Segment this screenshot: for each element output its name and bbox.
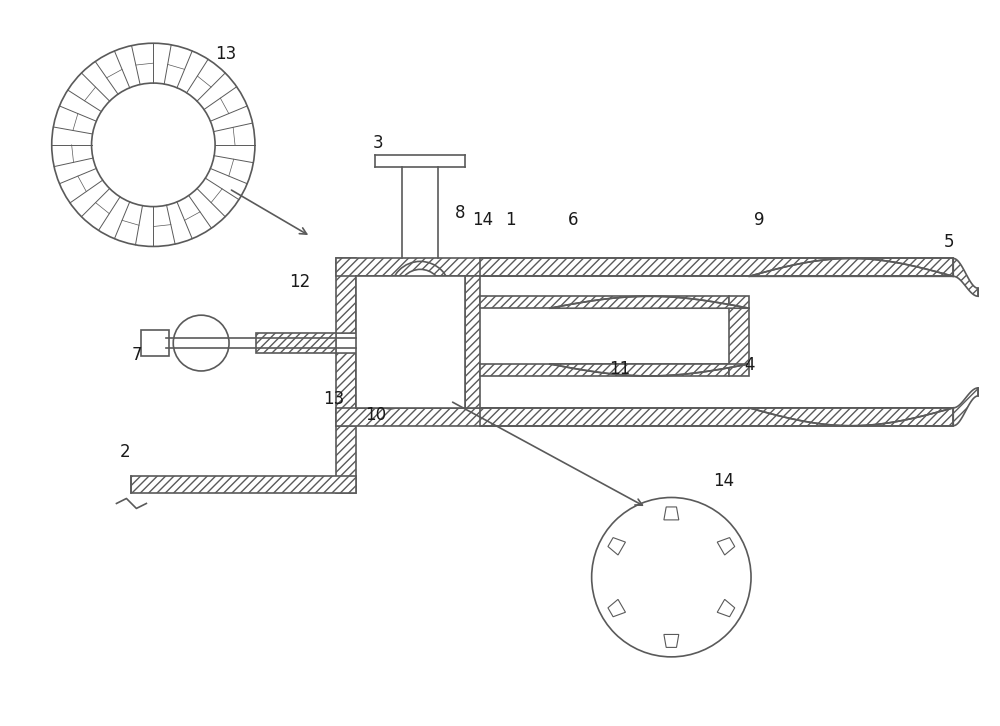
Polygon shape	[480, 258, 953, 277]
Polygon shape	[336, 408, 520, 425]
Polygon shape	[664, 507, 679, 520]
Circle shape	[92, 83, 215, 207]
Polygon shape	[953, 258, 978, 296]
Polygon shape	[256, 333, 336, 353]
Ellipse shape	[373, 355, 408, 367]
Text: 10: 10	[366, 406, 387, 424]
Polygon shape	[480, 408, 953, 425]
Circle shape	[52, 44, 255, 246]
Text: 14: 14	[472, 211, 493, 229]
Text: 2: 2	[119, 443, 130, 460]
Polygon shape	[336, 333, 410, 353]
Text: 11: 11	[610, 360, 631, 378]
Polygon shape	[749, 408, 953, 425]
Polygon shape	[480, 296, 729, 309]
Polygon shape	[608, 537, 625, 555]
Bar	[141, 330, 169, 356]
Text: 13: 13	[323, 390, 344, 408]
Bar	[356, 277, 465, 408]
Circle shape	[398, 269, 442, 313]
Circle shape	[592, 497, 751, 657]
Text: 9: 9	[754, 211, 765, 229]
Polygon shape	[717, 537, 735, 555]
Polygon shape	[480, 364, 729, 376]
Polygon shape	[336, 258, 520, 277]
Text: 5: 5	[943, 234, 954, 251]
Circle shape	[173, 315, 229, 371]
Polygon shape	[131, 476, 356, 494]
Polygon shape	[664, 635, 679, 648]
Ellipse shape	[373, 385, 408, 397]
Text: 6: 6	[568, 211, 578, 229]
Polygon shape	[550, 296, 749, 309]
Polygon shape	[729, 296, 749, 376]
Polygon shape	[336, 425, 356, 494]
Polygon shape	[749, 258, 953, 277]
Text: 7: 7	[131, 346, 142, 364]
Text: 3: 3	[372, 134, 383, 152]
Polygon shape	[550, 364, 749, 376]
Text: 4: 4	[744, 356, 755, 374]
Text: 1: 1	[505, 211, 516, 229]
Polygon shape	[336, 258, 356, 425]
Polygon shape	[953, 388, 978, 425]
Circle shape	[372, 373, 408, 409]
Text: 8: 8	[455, 203, 466, 221]
Polygon shape	[356, 371, 465, 408]
Text: 14: 14	[713, 471, 734, 489]
Text: 12: 12	[289, 273, 310, 291]
Polygon shape	[717, 600, 735, 617]
Text: 13: 13	[215, 45, 236, 63]
Polygon shape	[465, 277, 480, 408]
Polygon shape	[608, 600, 625, 617]
